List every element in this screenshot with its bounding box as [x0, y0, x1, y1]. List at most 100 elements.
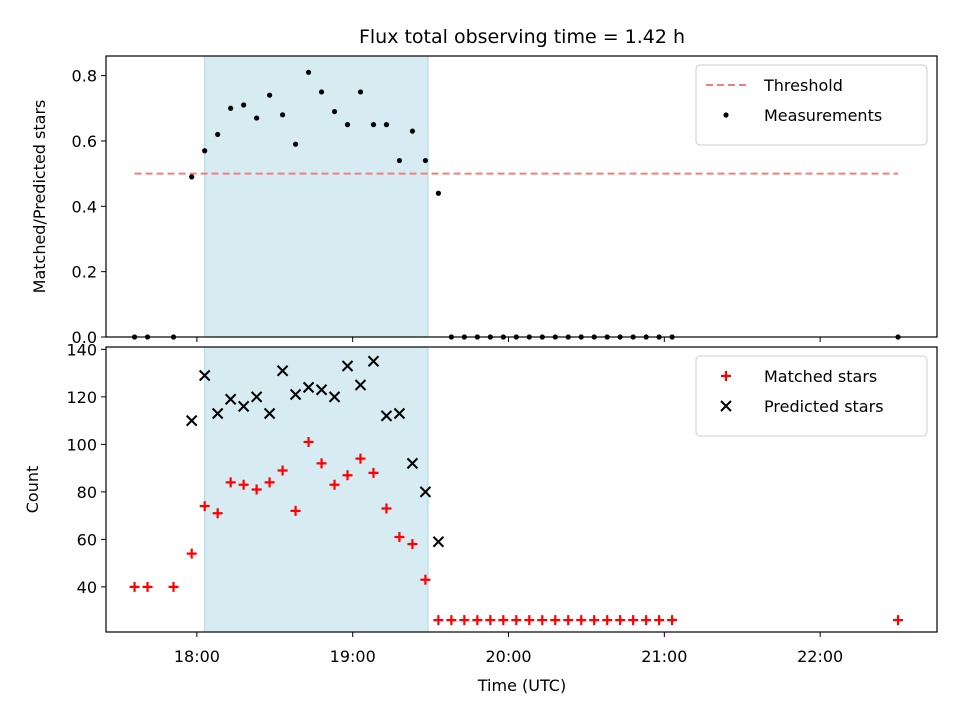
- y-tick-label: 0.0: [72, 328, 97, 347]
- data-point: [550, 615, 561, 626]
- series-0: [129, 437, 904, 626]
- data-point: [215, 131, 221, 138]
- data-point: [305, 69, 312, 75]
- data-point: [393, 407, 406, 420]
- data-point: [472, 615, 483, 626]
- data-point: [357, 89, 364, 95]
- count-panel: 40 60 80 100 120 140 18:00 19:00 20:00 21:00 22:00…: [23, 340, 938, 666]
- data-point: [302, 381, 315, 394]
- data-point: [225, 477, 236, 488]
- data-point: [420, 574, 431, 585]
- data-point: [380, 410, 393, 422]
- data-point: [370, 122, 377, 128]
- data-point: [537, 615, 548, 626]
- data-point: [367, 355, 380, 367]
- x-axis-label: Time (UTC): [477, 676, 566, 695]
- data-point: [228, 105, 234, 111]
- data-point: [615, 615, 626, 626]
- data-point: [212, 508, 223, 519]
- data-point: [355, 453, 366, 464]
- legend-swatch: [723, 112, 729, 118]
- data-point: [354, 379, 367, 391]
- series-1: [185, 355, 445, 548]
- data-point: [331, 108, 338, 115]
- observing-interval-band: [204, 346, 429, 633]
- data-point: [422, 157, 429, 164]
- data-point: [485, 615, 496, 626]
- legend-swatch: [720, 400, 732, 412]
- data-point: [241, 102, 247, 108]
- data-point: [407, 539, 418, 550]
- x-tick-label: 19:00: [330, 647, 376, 666]
- data-point: [432, 536, 445, 548]
- data-point: [276, 365, 289, 377]
- data-point: [409, 128, 416, 134]
- data-point: [328, 391, 341, 403]
- data-point: [341, 360, 354, 372]
- y-tick-label: 80: [77, 483, 97, 502]
- legend-box: [695, 64, 928, 146]
- axes-frame: [105, 55, 938, 338]
- data-point: [654, 615, 665, 626]
- data-point: [524, 615, 535, 626]
- y-axis-label: Count: [23, 466, 42, 514]
- observing-interval-band: [204, 55, 429, 338]
- data-point: [264, 477, 275, 488]
- data-point: [667, 615, 678, 626]
- y-tick-label: 140: [66, 340, 97, 359]
- data-point: [199, 501, 210, 512]
- data-point: [292, 141, 299, 147]
- x-tick-label: 21:00: [641, 647, 687, 666]
- data-point: [279, 112, 286, 118]
- data-point: [224, 393, 237, 405]
- chart-title: Flux total observing time = 1.42 h: [359, 26, 685, 48]
- y-tick-label: 60: [77, 530, 97, 549]
- legend-label: Predicted stars: [764, 397, 884, 416]
- data-point: [589, 615, 600, 626]
- data-point: [198, 369, 211, 382]
- data-point: [315, 384, 328, 396]
- data-point: [263, 407, 276, 420]
- legend-label: Measurements: [764, 106, 882, 125]
- data-point: [251, 484, 262, 495]
- data-point: [576, 615, 587, 626]
- legend-label: Threshold: [763, 76, 843, 95]
- data-point: [290, 505, 301, 516]
- data-point: [318, 89, 325, 95]
- y-tick-label: 120: [66, 388, 97, 407]
- legend-label: Matched stars: [764, 367, 877, 386]
- data-point: [238, 479, 249, 490]
- y-tick-label: 100: [66, 435, 97, 454]
- legend-swatch: [721, 371, 731, 381]
- data-point: [406, 457, 419, 470]
- data-point: [381, 503, 392, 514]
- axes-frame: [105, 346, 938, 633]
- data-point: [446, 615, 457, 626]
- data-point: [394, 532, 405, 542]
- data-point: [563, 615, 574, 626]
- legend: Matched stars Predicted stars: [695, 355, 928, 437]
- data-point: [250, 391, 263, 403]
- data-point: [419, 486, 432, 498]
- y-tick-label: 0.2: [72, 263, 97, 282]
- data-point: [254, 115, 260, 121]
- y-tick-label: 40: [77, 578, 97, 597]
- data-point: [277, 465, 288, 476]
- data-point: [459, 615, 470, 626]
- data-point: [602, 615, 613, 626]
- data-point: [344, 122, 351, 128]
- ratio-panel: 0.0 0.2 0.4 0.6 0.8 Matched/Predicted stars Th…: [30, 55, 938, 347]
- legend: Threshold Measurements: [695, 64, 928, 146]
- data-point: [511, 615, 522, 626]
- data-point: [237, 400, 250, 413]
- data-point: [168, 581, 179, 592]
- x-tick-label: 18:00: [174, 647, 220, 666]
- x-tick-label: 22:00: [797, 647, 843, 666]
- y-tick-label: 0.6: [72, 132, 97, 151]
- data-point: [202, 148, 208, 154]
- data-point: [189, 174, 195, 180]
- y-tick-label: 0.4: [72, 197, 97, 216]
- legend-box: [695, 355, 928, 437]
- y-tick-label: 0.8: [72, 67, 97, 86]
